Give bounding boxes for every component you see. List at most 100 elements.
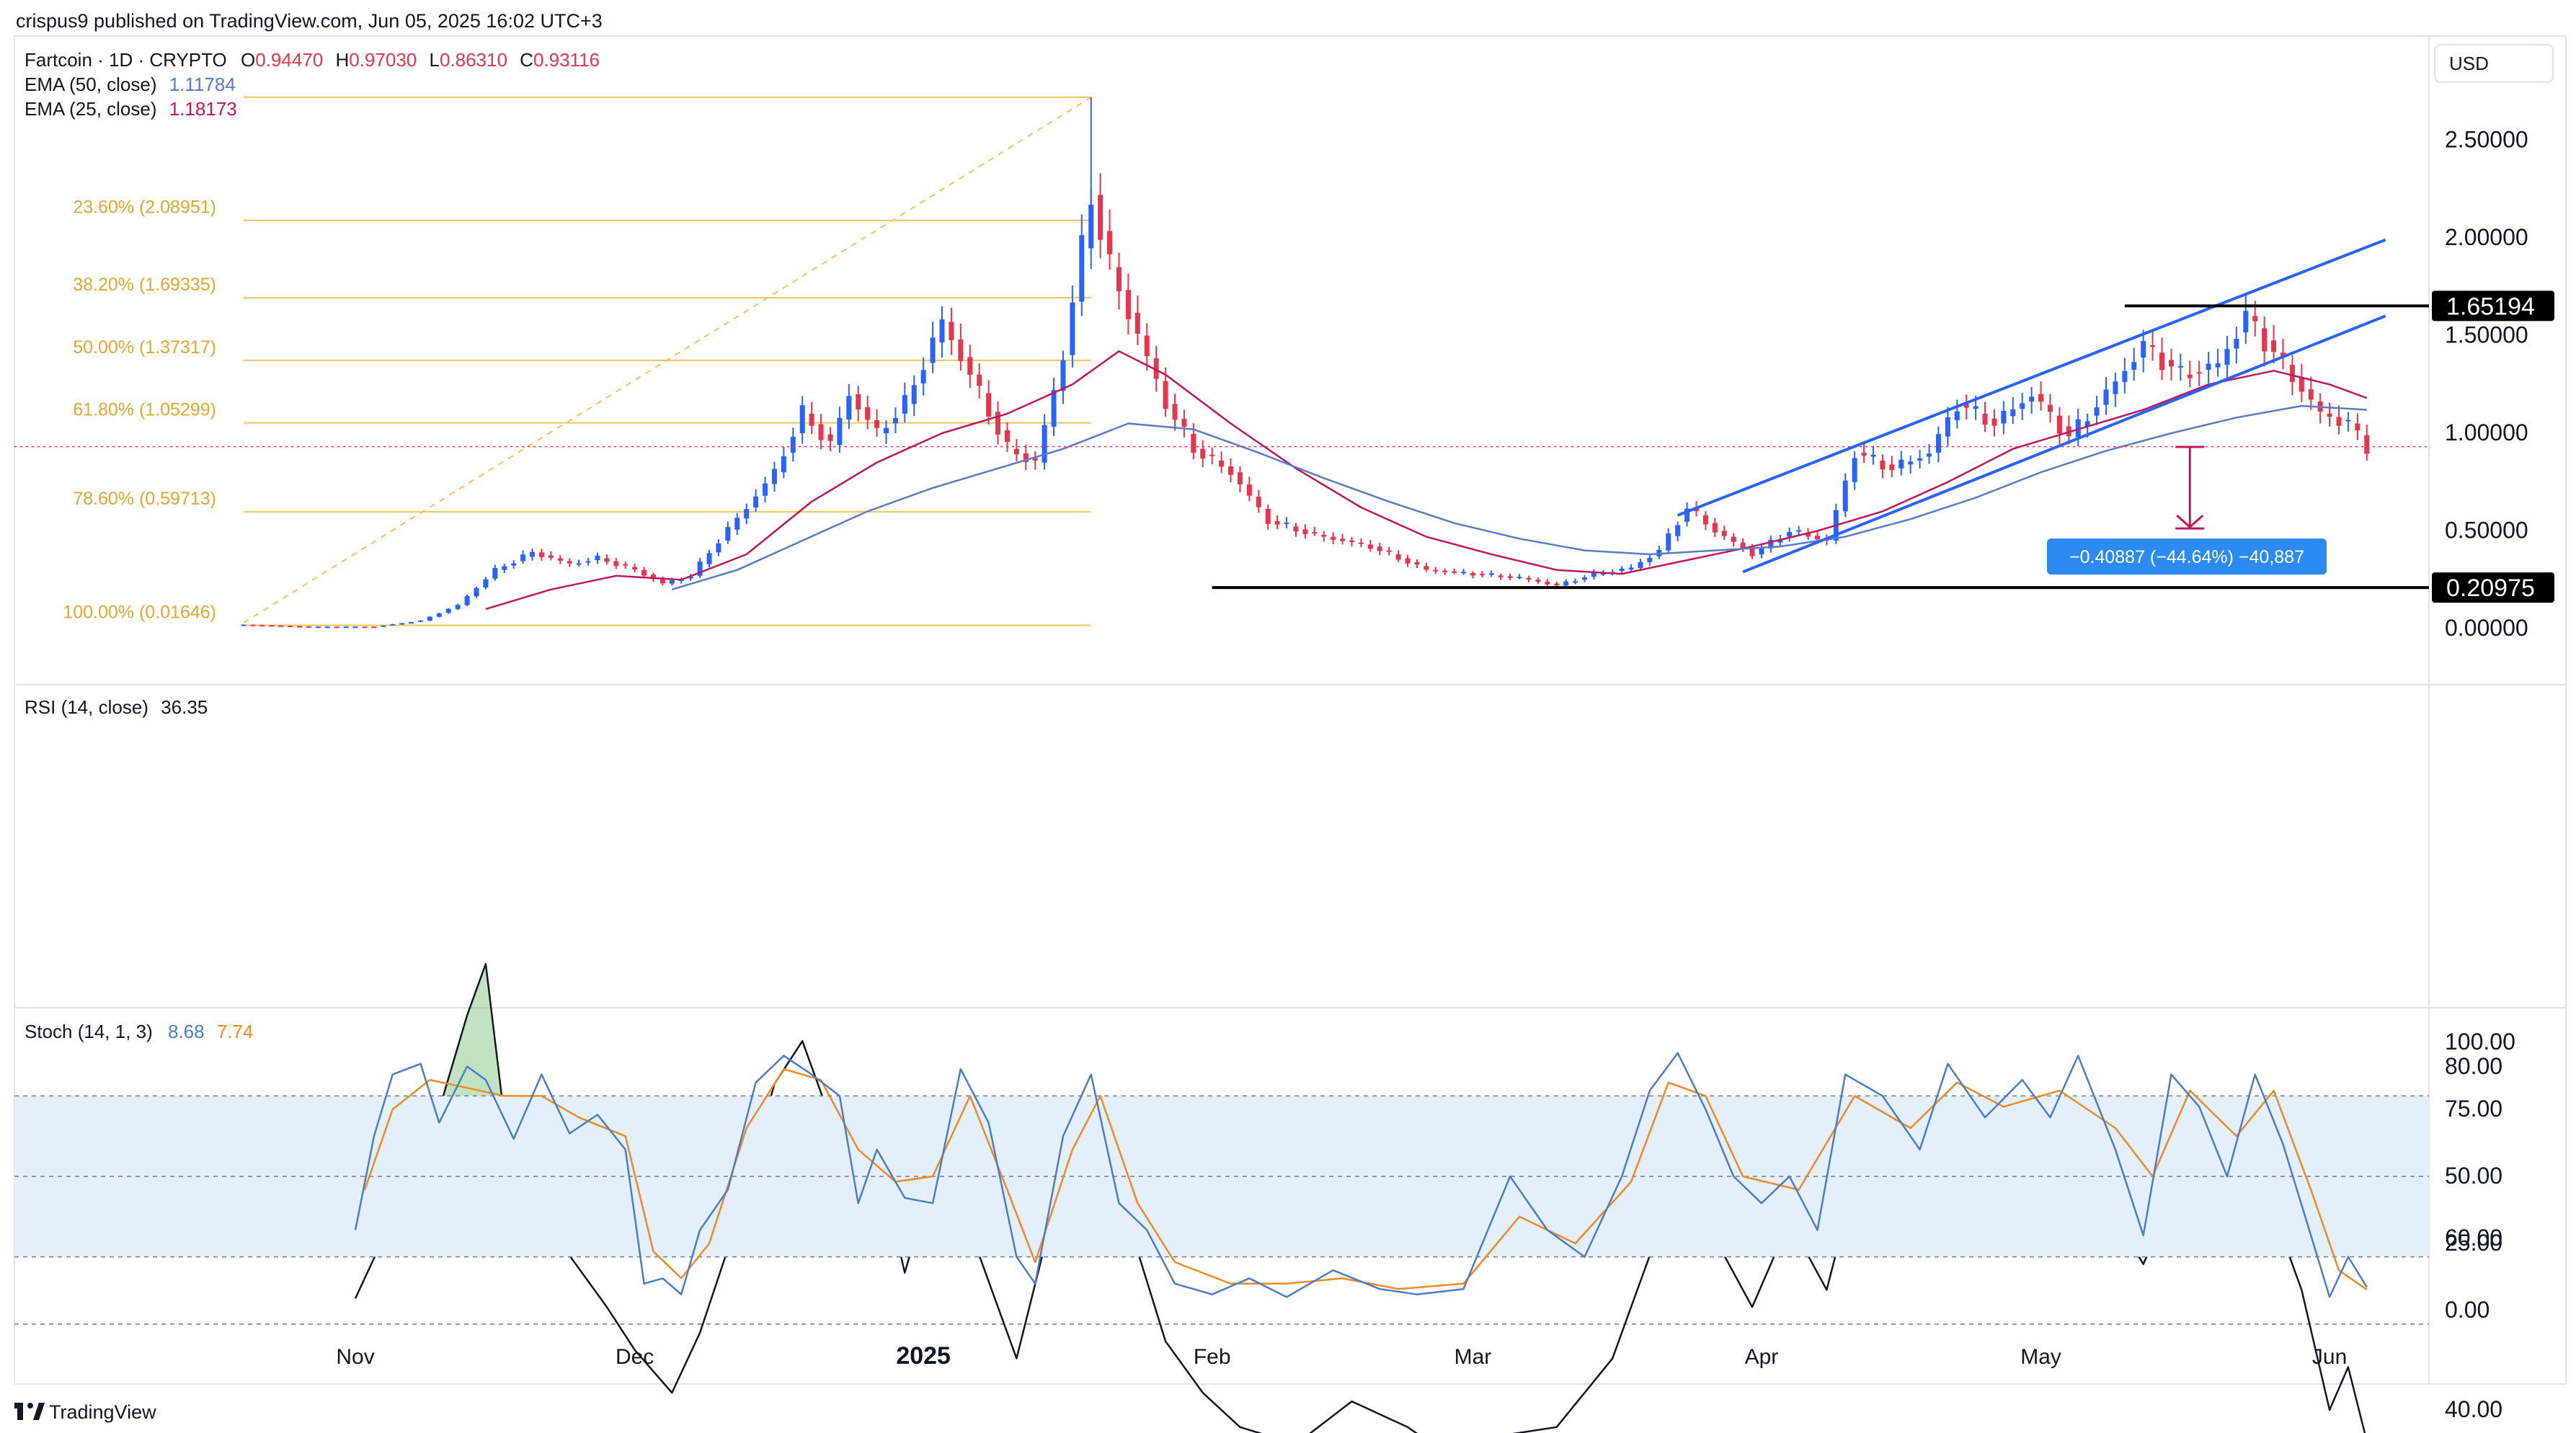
candle-body xyxy=(930,337,936,363)
candle-body xyxy=(939,319,945,342)
candle-body xyxy=(548,555,554,559)
candle-body xyxy=(771,469,777,484)
candle-body xyxy=(288,626,293,628)
candle-body xyxy=(1619,568,1625,572)
candlestick-series xyxy=(241,97,2370,629)
candle-body xyxy=(474,587,479,597)
candle-body xyxy=(790,437,796,453)
ema25-legend[interactable]: EMA (25, close) 1.18173 xyxy=(25,98,237,120)
candle-body xyxy=(1414,562,1420,565)
candle-body xyxy=(1684,508,1690,522)
candle-body xyxy=(1581,577,1587,580)
candle-body xyxy=(530,551,536,557)
candle-body xyxy=(417,620,423,622)
candle-body xyxy=(1461,572,1467,574)
candle-body xyxy=(1321,534,1327,537)
stoch-tick-label: 100.00 xyxy=(2445,1029,2515,1055)
candle-body xyxy=(1032,458,1038,461)
level-price-badge xyxy=(2432,290,2554,321)
candle-body xyxy=(1759,548,1764,555)
candle-body xyxy=(464,596,470,605)
candle-body xyxy=(436,613,442,617)
candle-body xyxy=(1107,231,1113,254)
candle-body xyxy=(492,567,498,579)
candle-body xyxy=(1982,413,1988,425)
close-value: 0.93116 xyxy=(533,49,600,71)
price-tick-label: 0.00000 xyxy=(2445,615,2528,641)
candle-body xyxy=(343,626,349,629)
candle-body xyxy=(455,605,461,609)
candle-body xyxy=(2280,352,2286,357)
candle-body xyxy=(883,427,889,433)
currency-label: USD xyxy=(2449,53,2489,74)
level-price-badge xyxy=(2432,572,2554,603)
time-axis-label: May xyxy=(2020,1345,2061,1369)
time-axis-label: Nov xyxy=(336,1345,374,1369)
candle-body xyxy=(1200,448,1206,459)
candle-body xyxy=(1386,550,1392,552)
candle-body xyxy=(763,483,768,496)
candle-body xyxy=(2010,409,2016,417)
candle-body xyxy=(362,626,368,629)
candle-body xyxy=(2113,381,2118,394)
rsi-legend[interactable]: RSI (14, close) 36.35 xyxy=(25,696,208,718)
candle-body xyxy=(986,393,992,417)
candle-body xyxy=(1293,526,1299,532)
candle-body xyxy=(1535,580,1541,582)
candle-body xyxy=(1647,557,1653,562)
candle-body xyxy=(725,527,731,541)
candle-body xyxy=(1013,448,1019,455)
time-axis-label: Dec xyxy=(616,1345,654,1369)
candle-body xyxy=(809,413,814,426)
currency-button[interactable]: USD xyxy=(2434,44,2554,83)
candle-body xyxy=(958,339,964,361)
candle-body xyxy=(902,395,907,414)
ema50-legend[interactable]: EMA (50, close) 1.11784 xyxy=(25,74,236,95)
candle-body xyxy=(1209,454,1215,456)
tradingview-logo[interactable]: TradingView xyxy=(14,1401,156,1423)
candle-body xyxy=(892,417,898,424)
candle-body xyxy=(1405,558,1411,564)
candle-body xyxy=(1777,539,1783,543)
ema25-label: EMA (25, close) xyxy=(25,98,157,120)
candle-body xyxy=(2336,417,2342,426)
high-value: 0.97030 xyxy=(349,49,417,71)
candle-body xyxy=(669,580,675,584)
candle-body xyxy=(920,370,926,383)
candle-body xyxy=(1116,267,1122,291)
candle-body xyxy=(1442,570,1448,572)
channel-upper-line[interactable] xyxy=(1676,238,2386,517)
candle-body xyxy=(2187,374,2193,378)
candle-body xyxy=(1516,577,1522,579)
candle-body xyxy=(734,518,740,530)
candle-body xyxy=(1219,460,1225,467)
candle-body xyxy=(2327,413,2332,417)
candle-body xyxy=(269,625,275,627)
candle-body xyxy=(1787,531,1793,537)
candle-body xyxy=(2224,349,2230,365)
price-tick-label: 2.50000 xyxy=(2445,127,2528,153)
candle-body xyxy=(297,626,303,628)
candle-body xyxy=(1004,430,1010,443)
time-axis-label: Mar xyxy=(1454,1345,1492,1369)
candle-body xyxy=(2234,339,2239,349)
time-axis-label: 2025 xyxy=(896,1342,951,1370)
candle-body xyxy=(1060,360,1066,391)
candle-body xyxy=(1331,536,1336,540)
drawings[interactable]: −0.40887 (−44.64%) −40,887 xyxy=(14,238,2429,590)
candle-body xyxy=(595,555,600,561)
candle-body xyxy=(1340,538,1346,541)
measure-box[interactable] xyxy=(2047,538,2327,575)
candle-body xyxy=(1395,554,1401,560)
publisher-text: crispus9 published on TradingView.com, J… xyxy=(16,10,603,32)
candle-body xyxy=(1600,573,1606,575)
candle-body xyxy=(1274,520,1280,525)
measure-arrow-icon[interactable] xyxy=(2176,514,2204,529)
candle-body xyxy=(1358,542,1364,544)
stoch-legend[interactable]: Stoch (14, 1, 3) 8.68 7.74 xyxy=(25,1021,253,1042)
candle-body xyxy=(1712,523,1718,533)
candle-body xyxy=(259,624,265,626)
candle-body xyxy=(2289,365,2295,382)
channel-lower-line[interactable] xyxy=(1742,314,2386,574)
